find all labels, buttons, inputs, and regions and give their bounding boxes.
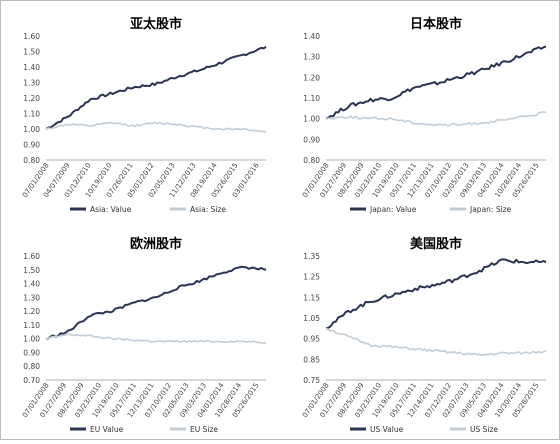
- y-tick-label: 0.90: [23, 141, 40, 150]
- y-tick-label: 1.50: [23, 266, 40, 275]
- y-tick-label: 1.00: [23, 125, 40, 134]
- y-tick-label: 0.95: [303, 335, 320, 344]
- y-tick-label: 0.80: [303, 156, 320, 165]
- y-tick-label: 1.30: [303, 53, 320, 62]
- y-tick-label: 0.80: [23, 156, 40, 165]
- y-tick-label: 1.25: [303, 273, 320, 282]
- legend-label: EU Size: [190, 425, 218, 434]
- y-tick-label: 1.10: [23, 110, 40, 119]
- legend-label: US Size: [470, 425, 498, 434]
- chart-title: 亚太股市: [130, 16, 182, 32]
- chart-panel-3: 欧洲股市 0.70 0.80 0.90 1.00 1.10 1.20 1.30 1.40 1.50…: [21, 236, 267, 434]
- y-tick-label: 1.05: [303, 314, 320, 323]
- y-tick-label: 1.20: [303, 73, 320, 82]
- legend-label: Japan: Size: [469, 205, 512, 214]
- y-tick-label: 1.10: [23, 321, 40, 330]
- y-tick-label: 0.75: [303, 376, 320, 385]
- y-tick-label: 1.30: [23, 79, 40, 88]
- legend-label: EU Value: [90, 425, 124, 434]
- series-line-value: [45, 46, 267, 130]
- y-tick-label: 0.90: [303, 135, 320, 144]
- series-line-size: [325, 327, 547, 356]
- y-tick-label: 1.20: [23, 94, 40, 103]
- series-line-size: [45, 121, 267, 133]
- series-line-value: [325, 258, 547, 330]
- legend-label: Asia: Size: [190, 205, 226, 214]
- y-tick-label: 0.90: [23, 348, 40, 357]
- y-tick-label: 1.60: [23, 252, 40, 261]
- y-tick-label: 0.70: [23, 376, 40, 385]
- legend-label: Japan: Value: [369, 205, 417, 214]
- chart-panel-4: 美国股市0.750.850.951.051.151.251.3507/01/20…: [301, 236, 547, 434]
- y-tick-label: 1.40: [23, 280, 40, 289]
- y-tick-label: 1.50: [23, 48, 40, 57]
- chart-title: 美国股市: [410, 236, 462, 252]
- y-tick-label: 1.20: [23, 307, 40, 316]
- series-line-value: [45, 265, 267, 340]
- y-tick-label: 0.80: [23, 362, 40, 371]
- series-line-value: [325, 45, 547, 120]
- chart-title: 日本股市: [410, 16, 462, 32]
- legend-label: US Value: [370, 425, 404, 434]
- legend-label: Asia: Value: [90, 205, 132, 214]
- y-tick-label: 1.40: [303, 32, 320, 41]
- series-line-size: [325, 111, 547, 127]
- chart-panel-2: 日本股市0.800.901.001.101.201.301.4007/01/20…: [301, 16, 547, 214]
- chart-title: 欧洲股市: [130, 236, 182, 252]
- series-line-size: [45, 333, 267, 345]
- y-tick-label: 1.00: [303, 115, 320, 124]
- y-tick-label: 1.15: [303, 293, 320, 302]
- chart-panel-1: 亚太股市 0.80 0.90 1.00 1.10 1.20 1.30 1.40 1.50 1.60…: [21, 16, 267, 214]
- y-tick-label: 1.00: [23, 335, 40, 344]
- y-tick-label: 1.30: [23, 293, 40, 302]
- y-tick-label: 0.85: [303, 355, 320, 364]
- y-tick-label: 1.60: [23, 32, 40, 41]
- y-tick-label: 1.35: [303, 252, 320, 261]
- y-tick-label: 1.10: [303, 94, 320, 103]
- y-tick-label: 1.40: [23, 63, 40, 72]
